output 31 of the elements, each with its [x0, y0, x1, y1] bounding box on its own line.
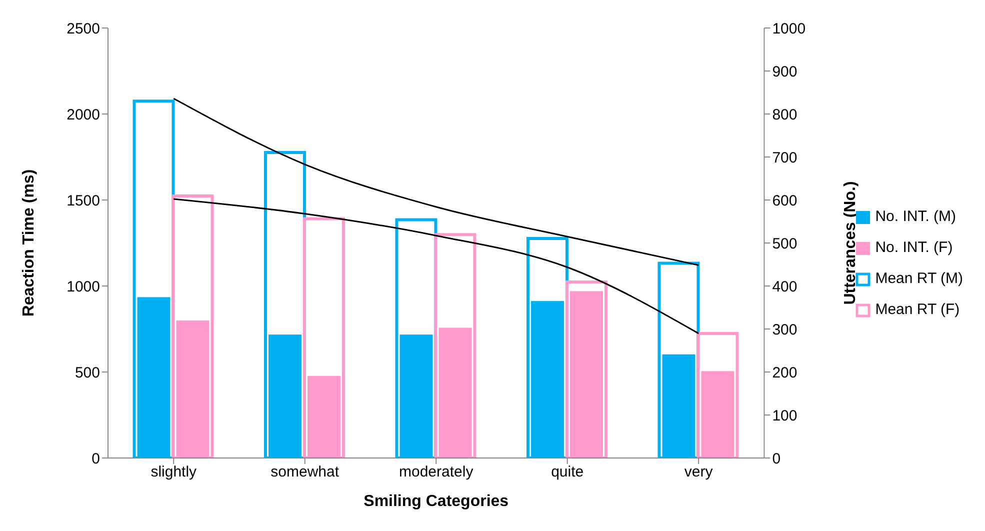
y-tick-label: 1500	[66, 192, 100, 210]
legend-label: No. INT. (F)	[875, 239, 953, 256]
y-tick-label: 2000	[66, 106, 100, 124]
line-series	[172, 98, 700, 266]
y-tick-label: 1000	[66, 278, 100, 296]
y2-tick-label: 500	[772, 235, 798, 252]
x-tick-label: very	[684, 464, 714, 481]
y2-tick-label: 1000	[772, 20, 806, 38]
legend-label: No. INT. (M)	[875, 208, 956, 225]
legend-label: Mean RT (M)	[875, 270, 963, 287]
y2-tick-label: 300	[772, 321, 798, 338]
x-tick-label: somewhat	[270, 464, 340, 481]
y-tick-label: 2500	[66, 20, 100, 38]
y2-tick-label: 0	[772, 450, 781, 468]
y-tick-label: 0	[92, 450, 100, 468]
y2-tick-label: 900	[772, 63, 798, 80]
y2-tick-label: 100	[772, 407, 798, 424]
y2-tick-label: 200	[772, 364, 798, 382]
x-tick-label: moderately	[399, 464, 474, 481]
y-axis-title: Reaction Time (ms)	[20, 169, 38, 317]
y2-tick-label: 800	[772, 106, 798, 124]
y2-tick-label: 400	[772, 278, 798, 296]
x-axis-title: Smiling Categories	[364, 493, 509, 510]
legend-label: Mean RT (F)	[875, 301, 960, 318]
y2-tick-label: 700	[772, 149, 798, 166]
y2-tick-label: 600	[772, 192, 798, 210]
y2-axis-title: Utterances (No.)	[842, 181, 859, 305]
line-series	[172, 198, 700, 334]
x-tick-label: slightly	[150, 464, 198, 481]
y-tick-label: 500	[74, 364, 100, 382]
x-tick-label: quite	[551, 464, 584, 481]
